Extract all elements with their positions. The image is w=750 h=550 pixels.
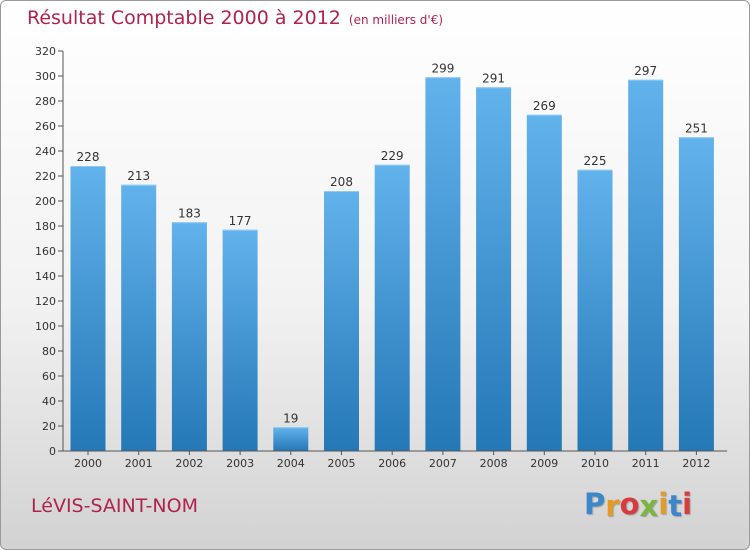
y-tick-label-300: 300 (35, 70, 56, 83)
x-tick-label-2011: 2011 (632, 457, 660, 470)
y-tick-label-180: 180 (35, 220, 56, 233)
data-label-2007: 299 (431, 61, 454, 75)
y-tick-label-40: 40 (42, 395, 56, 408)
bar-2001 (121, 184, 157, 451)
y-tick-label-280: 280 (35, 95, 56, 108)
y-tick-label-120: 120 (35, 295, 56, 308)
data-label-2004: 19 (283, 411, 298, 425)
bar-2010 (577, 169, 613, 451)
y-tick-label-100: 100 (35, 320, 56, 333)
y-tick-label-140: 140 (35, 270, 56, 283)
y-tick-label-220: 220 (35, 170, 56, 183)
chart-subtitle: (en milliers d'€) (348, 13, 444, 27)
data-label-2002: 183 (178, 206, 201, 220)
x-tick-label-2001: 2001 (125, 457, 153, 470)
data-label-2012: 251 (685, 121, 708, 135)
y-tick-label-160: 160 (35, 245, 56, 258)
y-tick-label-320: 320 (35, 45, 56, 58)
y-tick-label-60: 60 (42, 370, 56, 383)
x-tick-label-2005: 2005 (328, 457, 356, 470)
bar-2002 (171, 222, 207, 451)
bar-2000 (70, 166, 106, 451)
data-label-2009: 269 (533, 99, 556, 113)
bar-2005 (324, 191, 359, 451)
logo-letter-6: i (682, 487, 693, 521)
data-label-2005: 208 (330, 175, 353, 189)
data-label-2001: 213 (127, 169, 150, 183)
x-tick-label-2003: 2003 (226, 457, 254, 470)
bar-2006 (374, 164, 410, 451)
logo-letter-1: r (605, 489, 620, 523)
x-tick-label-2006: 2006 (378, 457, 406, 470)
x-tick-label-2008: 2008 (480, 457, 508, 470)
x-tick-label-2012: 2012 (682, 457, 710, 470)
logo-letter-2: o (619, 487, 640, 521)
bars-group: 228 213 183 177 19 208 229 299 291 269 225 297 251 (70, 61, 714, 451)
axes-group: 2000 2001 2002 2003 2004 2005 2006 2007 2008 2009… (35, 45, 728, 470)
x-tick-label-2000: 2000 (74, 457, 102, 470)
y-tick-label-0: 0 (49, 445, 56, 458)
data-label-2008: 291 (482, 71, 505, 85)
bar-2008 (476, 87, 512, 451)
logo-letter-4: i (658, 487, 669, 521)
proxiti-logo: Proxiti (584, 487, 693, 523)
data-label-2011: 297 (634, 64, 657, 78)
bar-2009 (526, 114, 562, 451)
y-tick-label-20: 20 (42, 420, 56, 433)
x-tick-label-2004: 2004 (277, 457, 305, 470)
bar-2011 (628, 79, 664, 451)
bar-2007 (425, 77, 461, 451)
y-tick-label-240: 240 (35, 145, 56, 158)
x-tick-label-2007: 2007 (429, 457, 457, 470)
bar-2004 (273, 427, 309, 451)
city-name: LéVIS-SAINT-NOM (31, 495, 198, 517)
logo-letter-0: P (584, 487, 606, 521)
chart-title-text: Résultat Comptable 2000 à 2012 (27, 7, 341, 29)
x-tick-label-2009: 2009 (530, 457, 558, 470)
data-label-2006: 229 (381, 149, 404, 163)
data-label-2010: 225 (584, 154, 607, 168)
logo-letter-3: x (639, 489, 659, 523)
bar-2012 (678, 137, 714, 451)
y-tick-label-260: 260 (35, 120, 56, 133)
logo-letter-5: t (668, 489, 683, 523)
x-tick-label-2010: 2010 (581, 457, 609, 470)
y-tick-label-200: 200 (35, 195, 56, 208)
x-tick-label-2002: 2002 (175, 457, 203, 470)
y-tick-label-80: 80 (42, 345, 56, 358)
bar-2003 (222, 229, 258, 451)
data-label-2000: 228 (77, 150, 100, 164)
chart-title: Résultat Comptable 2000 à 2012 (en millie… (27, 7, 443, 29)
data-label-2003: 177 (229, 214, 252, 228)
